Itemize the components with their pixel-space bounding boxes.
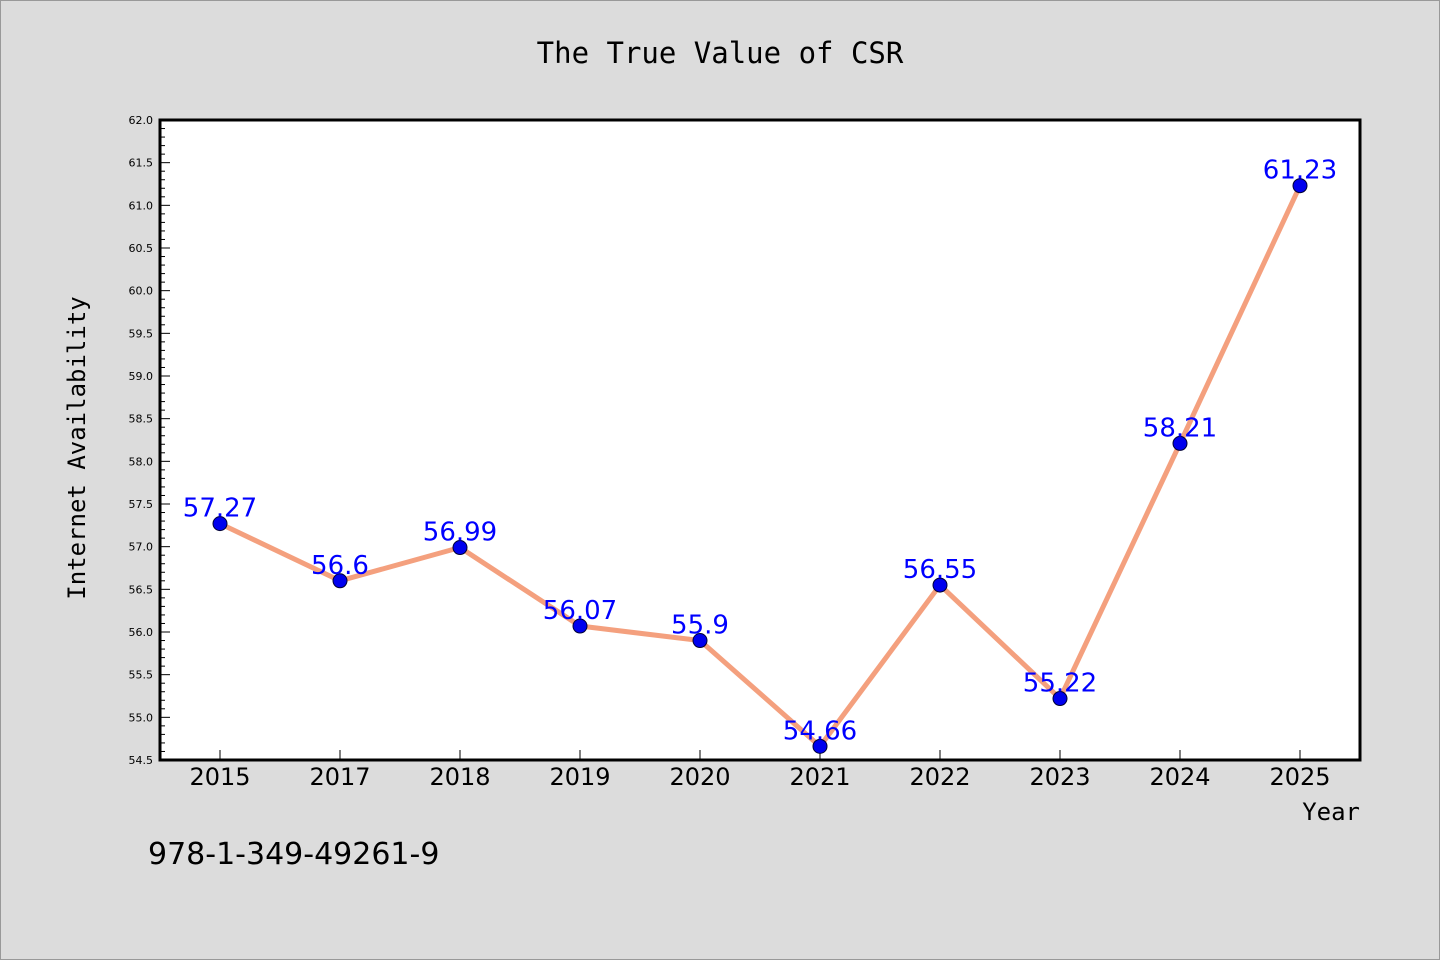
data-point bbox=[452, 540, 468, 556]
footnote: 978-1-349-49261-9 bbox=[148, 837, 439, 872]
y-tick-label: 56.5 bbox=[129, 583, 154, 596]
data-label: 58.21 bbox=[1143, 413, 1217, 443]
data-point bbox=[572, 618, 588, 634]
x-tick-label: 2021 bbox=[789, 763, 850, 791]
series: 57.27 56.6 56.99 56.07 55.9 54.66 56.55 55.22 58… bbox=[183, 156, 1337, 754]
x-tick-label: 2015 bbox=[189, 763, 250, 791]
y-tick-label: 61.5 bbox=[129, 157, 154, 170]
x-tick-label: 2022 bbox=[909, 763, 970, 791]
y-tick-label: 56.0 bbox=[129, 626, 154, 639]
x-tick-label: 2020 bbox=[669, 763, 730, 791]
data-point bbox=[1172, 435, 1188, 451]
y-tick-label: 61.0 bbox=[129, 199, 154, 212]
data-label: 56.07 bbox=[543, 596, 617, 626]
y-tick-label: 59.0 bbox=[129, 370, 154, 383]
y-tick-label: 55.5 bbox=[129, 669, 154, 682]
x-tick-label: 2017 bbox=[309, 763, 370, 791]
x-tick-label: 2024 bbox=[1149, 763, 1210, 791]
data-label: 61.23 bbox=[1263, 156, 1337, 186]
x-tick-label: 2023 bbox=[1029, 763, 1090, 791]
y-tick-label: 60.5 bbox=[129, 242, 154, 255]
x-tick-label: 2019 bbox=[549, 763, 610, 791]
data-label: 54.66 bbox=[783, 716, 857, 746]
y-tick-label: 57.5 bbox=[129, 498, 154, 511]
data-point bbox=[332, 573, 348, 589]
x-axis-label: Year bbox=[1302, 798, 1360, 826]
y-tick-label: 62.0 bbox=[129, 114, 154, 127]
data-point bbox=[812, 738, 828, 754]
y-tick-label: 55.0 bbox=[129, 711, 154, 724]
data-point bbox=[1292, 178, 1308, 194]
plot-area bbox=[160, 120, 1360, 760]
series-line bbox=[217, 183, 1303, 749]
data-point bbox=[212, 516, 228, 532]
y-tick-label: 59.5 bbox=[129, 327, 154, 340]
x-tick-label: 2025 bbox=[1269, 763, 1330, 791]
y-tick-label: 57.0 bbox=[129, 541, 154, 554]
y-tick-label: 58.5 bbox=[129, 413, 154, 426]
data-point bbox=[932, 577, 948, 593]
data-label: 55.9 bbox=[671, 611, 729, 641]
y-tick-label: 54.5 bbox=[129, 754, 154, 767]
data-label: 57.27 bbox=[183, 494, 257, 524]
data-label: 56.99 bbox=[423, 518, 497, 548]
x-axis-ticks: 2015 2017 2018 2019 2020 2021 2022 2023 2024 2025 bbox=[189, 750, 1331, 791]
y-tick-label: 60.0 bbox=[129, 285, 154, 298]
data-point bbox=[692, 633, 708, 649]
data-label: 56.55 bbox=[903, 555, 977, 585]
y-tick-label: 58.0 bbox=[129, 455, 154, 468]
data-label: 55.22 bbox=[1023, 669, 1097, 699]
data-point bbox=[1052, 691, 1068, 707]
data-label: 56.6 bbox=[311, 551, 369, 581]
chart-title: The True Value of CSR bbox=[537, 36, 904, 70]
y-axis-label: Internet Availability bbox=[63, 296, 91, 599]
plot-frame bbox=[158, 118, 1362, 762]
x-tick-label: 2018 bbox=[429, 763, 490, 791]
y-axis-ticks: 54.5 55.0 55.5 56.0 56.5 57.0 57.5 58.0 58.5 59.0… bbox=[129, 114, 170, 767]
